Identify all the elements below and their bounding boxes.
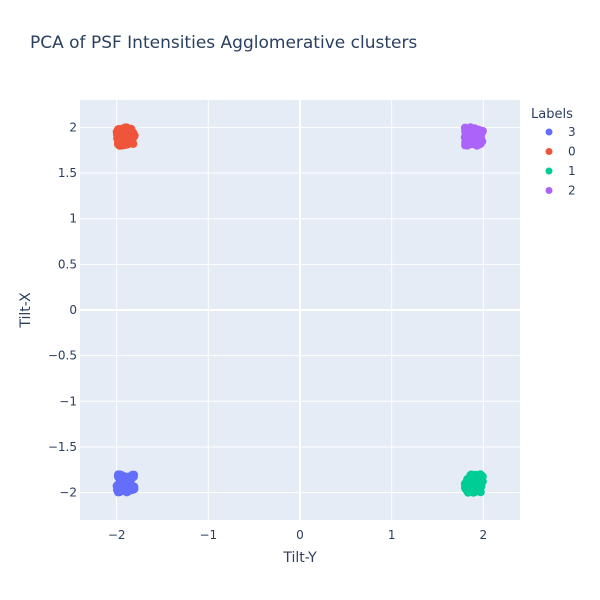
- x-tick-label: 2: [480, 528, 488, 542]
- legend-item-0[interactable]: 0: [545, 145, 576, 159]
- legend-label: 2: [568, 184, 576, 198]
- series-3-points: [112, 470, 139, 497]
- legend-marker: [545, 148, 553, 155]
- legend-label: 0: [568, 145, 576, 159]
- points-layer: [112, 123, 487, 497]
- data-point: [466, 471, 475, 480]
- y-tick-label: −1.5: [48, 440, 77, 454]
- y-tick-label: 1: [69, 212, 77, 226]
- legend-label: 1: [568, 164, 576, 178]
- data-point: [461, 131, 470, 140]
- series-1-points: [460, 470, 487, 497]
- data-point: [113, 127, 122, 137]
- data-point: [128, 139, 138, 148]
- x-tick-label: 0: [296, 528, 304, 542]
- data-point: [473, 475, 482, 484]
- x-tick-label: −2: [108, 528, 126, 542]
- x-axis-title: Tilt-Y: [282, 550, 317, 566]
- series-0-points: [112, 123, 139, 150]
- legend-label: 3: [568, 125, 576, 139]
- x-tick-label: 1: [388, 528, 396, 542]
- legend-title: Labels: [531, 107, 573, 122]
- y-tick-label: 1.5: [58, 166, 77, 180]
- grid-lines: [80, 100, 520, 520]
- legend-marker: [545, 128, 553, 136]
- legend-item-3[interactable]: 3: [545, 125, 576, 139]
- data-point: [122, 473, 131, 482]
- data-point: [471, 485, 481, 495]
- chart-title: PCA of PSF Intensities Agglomerative clu…: [30, 33, 418, 53]
- data-point: [113, 488, 123, 497]
- tick-labels: −2 −1 0 1 2 2 1.5 1 0.5 0 −0.5 −1 −1.5 −2: [48, 120, 487, 542]
- data-point: [119, 140, 129, 150]
- data-point: [463, 482, 472, 491]
- data-point: [461, 141, 470, 150]
- y-axis-title: Tilt-X: [18, 292, 34, 329]
- legend-marker: [545, 167, 553, 175]
- y-tick-label: −1: [59, 394, 77, 408]
- series-2-points: [460, 123, 487, 150]
- y-tick-label: 2: [69, 120, 77, 134]
- legend-item-2[interactable]: 2: [545, 184, 576, 198]
- legend-marker: [545, 187, 553, 194]
- y-tick-label: −0.5: [48, 349, 77, 363]
- data-point: [473, 128, 483, 138]
- legend-item-1[interactable]: 1: [545, 164, 576, 178]
- data-point: [466, 123, 475, 132]
- y-tick-label: −2: [59, 486, 77, 500]
- data-point: [127, 485, 137, 495]
- x-tick-label: −1: [199, 528, 217, 542]
- legend: Labels 3 0 1 2: [531, 107, 576, 198]
- y-tick-label: 0.5: [58, 257, 77, 271]
- data-point: [128, 131, 138, 140]
- y-tick-label: 0: [69, 303, 77, 317]
- data-point: [472, 139, 481, 148]
